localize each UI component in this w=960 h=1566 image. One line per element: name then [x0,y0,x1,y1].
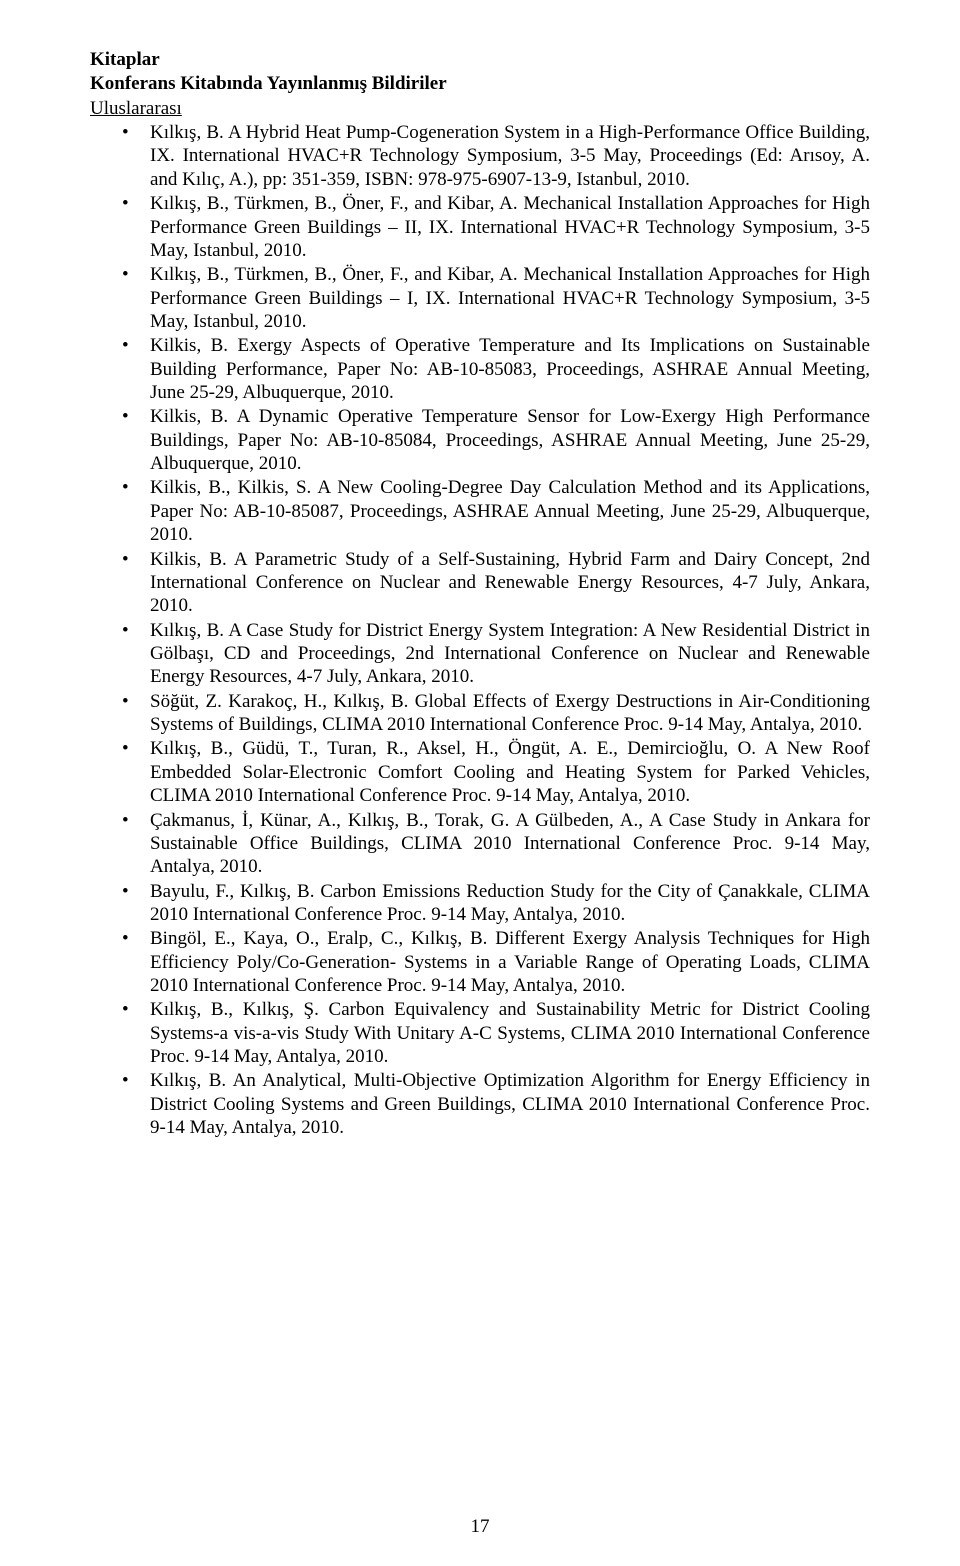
list-item: Kılkış, B. An Analytical, Multi-Objectiv… [118,1069,870,1139]
list-item: Kilkis, B. A Parametric Study of a Self-… [118,548,870,618]
document-page: Kitaplar Konferans Kitabında Yayınlanmış… [0,0,960,1566]
list-item: Kılkış, B. A Case Study for District Ene… [118,619,870,689]
list-item: Kılkış, B., Türkmen, B., Öner, F., and K… [118,192,870,262]
list-item: Kilkis, B., Kilkis, S. A New Cooling-Deg… [118,476,870,546]
list-item: Kilkis, B. A Dynamic Operative Temperatu… [118,405,870,475]
heading-section: Konferans Kitabında Yayınlanmış Bildiril… [90,72,870,95]
list-item: Kılkış, B. A Hybrid Heat Pump-Cogenerati… [118,121,870,191]
list-item: Çakmanus, İ, Künar, A., Kılkış, B., Tora… [118,809,870,879]
list-item: Kılkış, B., Kılkış, Ş. Carbon Equivalenc… [118,998,870,1068]
page-number: 17 [0,1515,960,1538]
list-item: Söğüt, Z. Karakoç, H., Kılkış, B. Global… [118,690,870,737]
list-item: Bingöl, E., Kaya, O., Eralp, C., Kılkış,… [118,927,870,997]
publication-list: Kılkış, B. A Hybrid Heat Pump-Cogenerati… [90,121,870,1139]
list-item: Kilkis, B. Exergy Aspects of Operative T… [118,334,870,404]
list-item: Kılkış, B., Güdü, T., Turan, R., Aksel, … [118,737,870,807]
list-item: Kılkış, B., Türkmen, B., Öner, F., and K… [118,263,870,333]
heading-kitaplar: Kitaplar [90,48,870,71]
heading-subsection: Uluslararası [90,97,870,120]
list-item: Bayulu, F., Kılkış, B. Carbon Emissions … [118,880,870,927]
